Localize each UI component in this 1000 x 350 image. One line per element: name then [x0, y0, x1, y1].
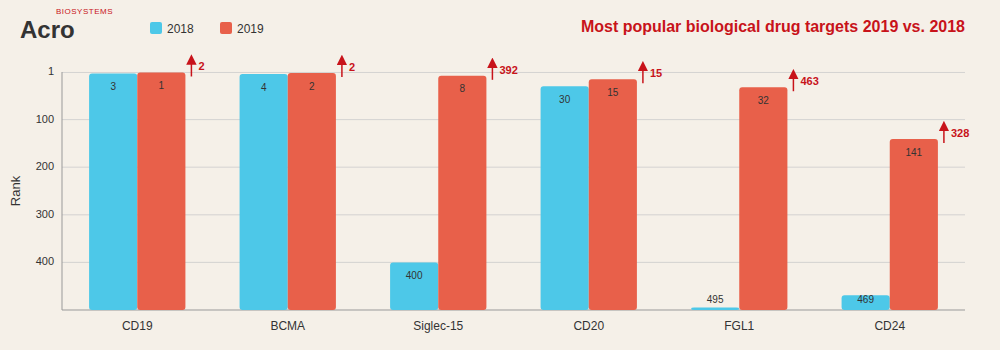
bar — [288, 73, 336, 310]
data-label: 15 — [607, 87, 619, 98]
bar — [438, 76, 486, 310]
y-tick-label: 100 — [36, 113, 54, 125]
y-tick-label: 400 — [36, 255, 54, 267]
data-label: 30 — [559, 94, 571, 105]
data-label: 469 — [857, 294, 874, 305]
grid — [62, 72, 965, 262]
improvement-annotations: 2239215463328 — [191, 59, 969, 143]
x-tick-label: BCMA — [270, 319, 305, 333]
x-tick-label: Siglec-15 — [413, 319, 463, 333]
arrow-label: 328 — [951, 127, 969, 139]
legend-label: 2019 — [237, 22, 264, 36]
data-labels: 3 4 400 30 495 469 1 2 8 15 32 141 — [110, 80, 922, 305]
arrow-label: 463 — [800, 75, 818, 87]
bar — [691, 308, 739, 310]
bar — [890, 139, 938, 310]
y-axis-line — [62, 72, 63, 310]
legend-swatch — [220, 22, 232, 34]
arrow — [793, 74, 795, 91]
grid-line — [62, 214, 965, 215]
legend-swatch — [150, 22, 162, 34]
logo-text: Acro — [20, 16, 75, 43]
data-label: 32 — [758, 95, 770, 106]
bar — [89, 73, 137, 310]
data-label: 495 — [707, 294, 724, 305]
grid-line — [62, 262, 965, 263]
data-label: 1 — [159, 80, 165, 91]
y-tick-label: 200 — [36, 160, 54, 172]
data-label: 141 — [905, 147, 922, 158]
bar — [541, 86, 589, 310]
y-axis-label: Rank — [8, 175, 23, 206]
data-label: 8 — [460, 83, 466, 94]
grid-line — [62, 119, 965, 120]
x-tick-label: FGL1 — [724, 319, 754, 333]
grid-line — [62, 167, 965, 168]
arrow-label: 2 — [349, 61, 355, 73]
data-label: 2 — [309, 81, 315, 92]
x-tick-label: CD24 — [874, 319, 905, 333]
bars — [89, 72, 938, 310]
bar — [137, 72, 185, 310]
x-tick-label: CD20 — [573, 319, 604, 333]
logo-subtext: BIOSYSTEMS — [56, 7, 113, 16]
arrow — [191, 59, 193, 76]
y-tick-label: 1 — [48, 65, 54, 77]
bar — [390, 262, 438, 310]
arrow-label: 2 — [198, 60, 204, 72]
title: Most popular biological drug targets 201… — [581, 18, 965, 35]
data-label: 3 — [110, 81, 116, 92]
legend: 2018 2019 — [150, 22, 264, 36]
arrow — [492, 63, 494, 80]
arrow — [341, 60, 343, 77]
y-tick-label: 300 — [36, 208, 54, 220]
baseline — [62, 310, 965, 311]
data-label: 4 — [261, 82, 267, 93]
x-tick-label: CD19 — [122, 319, 153, 333]
arrow — [642, 66, 644, 83]
bar — [589, 79, 637, 310]
legend-label: 2018 — [167, 22, 194, 36]
arrow — [943, 126, 945, 143]
chart: AcroBIOSYSTEMS Most popular biological dr… — [0, 0, 1000, 350]
bar — [739, 87, 787, 310]
arrow-label: 15 — [650, 67, 662, 79]
arrow-label: 392 — [499, 64, 517, 76]
data-label: 400 — [406, 270, 423, 281]
bar — [240, 74, 288, 310]
